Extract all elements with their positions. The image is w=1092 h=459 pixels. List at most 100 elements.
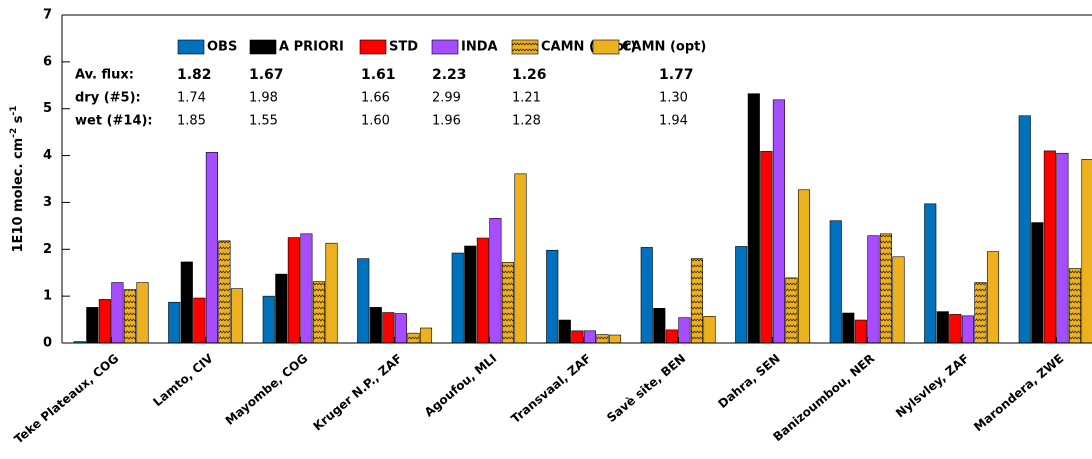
x-tick-label: Transvaal, ZAF <box>508 351 593 426</box>
bar <box>785 277 798 344</box>
bar <box>936 311 949 344</box>
x-tick-label: Nylsvley, ZAF <box>893 351 972 420</box>
bar <box>1031 222 1044 344</box>
bar <box>1018 115 1031 344</box>
bar <box>949 314 962 344</box>
stats-value: 1.98 <box>249 91 278 106</box>
bar <box>230 288 244 344</box>
bar <box>961 315 974 344</box>
bar <box>123 289 136 344</box>
legend-swatch <box>511 39 539 55</box>
y-tick-label: 6 <box>43 54 52 69</box>
bar <box>879 233 893 344</box>
y-tick-label: 4 <box>43 148 52 163</box>
stats-label: dry (#5): <box>75 91 141 106</box>
stats-value: 2.99 <box>432 91 461 106</box>
bar <box>451 252 464 344</box>
legend-swatch <box>249 39 277 55</box>
bar <box>986 251 1000 344</box>
bar <box>407 332 420 344</box>
y-tick-label: 3 <box>43 195 52 210</box>
bar <box>501 262 515 344</box>
y-tick-label: 7 <box>43 8 52 23</box>
legend-swatch <box>359 39 387 55</box>
bar <box>892 256 905 344</box>
stats-value: 1.85 <box>177 114 206 129</box>
bar <box>111 282 124 344</box>
bar <box>357 258 370 344</box>
bar <box>86 307 99 344</box>
bar <box>665 329 678 344</box>
bar <box>608 334 622 344</box>
bar <box>514 173 527 344</box>
stats-value: 1.60 <box>361 114 390 129</box>
bar <box>735 246 748 344</box>
stats-value: 1.82 <box>177 67 212 83</box>
legend-label: INDA <box>461 40 498 55</box>
bar <box>312 281 326 344</box>
y-tick-label: 2 <box>43 242 52 257</box>
bar <box>300 233 313 344</box>
bar <box>1043 150 1056 344</box>
bar <box>703 315 716 344</box>
bar <box>287 237 300 344</box>
y-axis-label-text: 1E10 molec. cm-2 s-1 <box>9 106 26 253</box>
stats-value: 1.94 <box>659 114 688 129</box>
x-tick-label: Dahra, SEN <box>715 351 782 411</box>
bar <box>262 295 275 344</box>
stats-value: 1.77 <box>659 67 694 83</box>
stats-value: 1.61 <box>361 67 396 83</box>
stats-value: 1.96 <box>432 114 461 129</box>
bar <box>98 299 111 344</box>
bar <box>1068 268 1081 344</box>
x-tick-label: Lamto, CIV <box>150 351 216 409</box>
bar <box>382 312 395 344</box>
bar <box>464 245 477 344</box>
stats-value: 1.55 <box>249 114 278 129</box>
x-tick-label: Marondera, ZWE <box>971 351 1066 434</box>
bar <box>829 220 842 344</box>
stats-value: 1.67 <box>249 67 284 83</box>
bar <box>867 235 880 344</box>
stats-value: 1.28 <box>512 114 541 129</box>
legend-swatch <box>177 39 205 55</box>
legend-swatch <box>431 39 459 55</box>
bar <box>583 330 596 344</box>
x-tick-label: Mayombe, COG <box>223 351 311 428</box>
bar <box>571 330 584 344</box>
bar <box>558 319 571 344</box>
x-tick-label: Savè site, BEN <box>604 351 688 425</box>
bar <box>842 312 855 344</box>
bar <box>193 297 206 344</box>
bar <box>168 301 181 344</box>
bar <box>489 218 502 344</box>
bar <box>974 282 987 344</box>
legend-label: OBS <box>207 40 237 55</box>
bar <box>546 249 559 344</box>
bar <box>690 258 704 344</box>
bar <box>747 93 760 344</box>
stats-value: 2.23 <box>432 67 467 83</box>
legend-label: STD <box>389 40 418 55</box>
stats-label: Av. flux: <box>75 68 134 83</box>
bar <box>205 151 218 344</box>
x-tick-label: Kruger N.P., ZAF <box>311 351 405 433</box>
bar <box>394 313 407 344</box>
bar <box>275 273 288 344</box>
bar <box>760 151 773 344</box>
bar <box>476 237 489 344</box>
y-tick-label: 1 <box>43 289 52 304</box>
bar <box>640 247 653 344</box>
stats-value: 1.74 <box>177 91 206 106</box>
bar <box>653 308 666 344</box>
bar <box>136 282 149 344</box>
legend-label: CAMN (opt) <box>622 40 706 55</box>
stats-value: 1.30 <box>659 91 688 106</box>
x-tick-label: Teke Plateaux, COG <box>12 351 122 446</box>
legend-label: A PRIORI <box>279 40 344 55</box>
bar <box>218 240 231 344</box>
bar <box>1081 159 1092 344</box>
bar <box>180 261 193 344</box>
bar <box>772 99 785 344</box>
